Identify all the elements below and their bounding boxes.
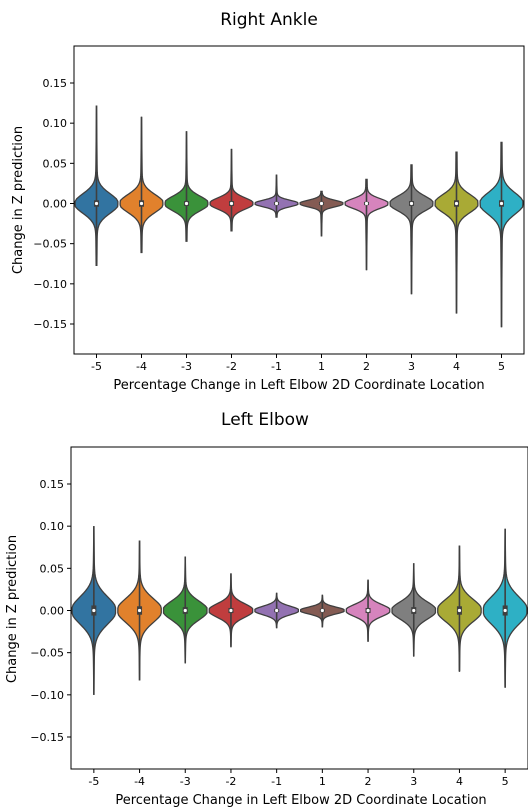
y-tick-label: 0.00 — [43, 198, 68, 211]
x-tick-label: 2 — [365, 775, 372, 788]
x-tick-label: -2 — [225, 775, 236, 788]
y-tick-label: 0.15 — [43, 77, 68, 90]
x-tick-label: 4 — [453, 360, 460, 373]
y-tick-label: 0.10 — [40, 520, 65, 533]
x-tick-label: 3 — [410, 775, 417, 788]
x-tick-label: 5 — [502, 775, 509, 788]
violin-median — [503, 608, 507, 613]
chart-title: Right Ankle — [220, 10, 318, 30]
violin-median — [320, 608, 324, 613]
x-tick-label: -1 — [271, 775, 282, 788]
y-tick-label: −0.05 — [33, 238, 67, 251]
x-tick-label: -3 — [181, 360, 192, 373]
x-tick-label: -5 — [91, 360, 102, 373]
chart-title: Left Elbow — [221, 410, 309, 430]
y-tick-label: 0.10 — [43, 117, 68, 130]
y-tick-label: −0.15 — [33, 318, 67, 331]
violin-median — [92, 608, 96, 613]
violin-median — [94, 201, 99, 206]
violin-median — [184, 201, 189, 206]
panel-right-ankle: Right Ankle Percentage Change in Left El… — [11, 10, 525, 393]
violin-median — [409, 201, 414, 206]
violin-median — [364, 201, 369, 206]
y-tick-label: −0.05 — [30, 647, 64, 660]
plot-frame — [73, 45, 525, 355]
violin-median — [499, 201, 504, 206]
x-tick-label: 5 — [498, 360, 505, 373]
x-tick-label: -3 — [180, 775, 191, 788]
x-tick-label: -1 — [271, 360, 282, 373]
y-tick-label: 0.05 — [40, 562, 65, 575]
x-tick-label: -2 — [226, 360, 237, 373]
violin-median — [454, 201, 459, 206]
x-axis-label: Percentage Change in Left Elbow 2D Coord… — [115, 793, 486, 807]
x-tick-label: 1 — [318, 360, 325, 373]
y-tick-label: −0.15 — [30, 731, 64, 744]
violin-median — [457, 608, 462, 613]
violin-median — [183, 608, 187, 613]
y-tick-label: −0.10 — [30, 689, 64, 702]
y-tick-label: 0.05 — [43, 157, 68, 170]
violin-median — [229, 608, 233, 613]
x-tick-label: 1 — [319, 775, 326, 788]
violin-median — [412, 608, 416, 613]
panel-left-elbow: Left Elbow Percentage Change in Left Elb… — [5, 410, 528, 807]
violin-median — [139, 201, 144, 206]
violin-median — [274, 201, 279, 206]
x-tick-label: -4 — [136, 360, 147, 373]
violin-median — [137, 608, 142, 613]
x-axis-label: Percentage Change in Left Elbow 2D Coord… — [113, 378, 484, 393]
x-tick-label: 3 — [408, 360, 415, 373]
y-tick-label: 0.00 — [40, 605, 65, 618]
x-tick-label: -5 — [88, 775, 99, 788]
violin-median — [319, 201, 324, 206]
x-tick-label: 2 — [363, 360, 370, 373]
violin-median — [275, 608, 279, 613]
y-axis-label: Change in Z prediction — [11, 126, 26, 274]
y-tick-label: −0.10 — [33, 278, 67, 291]
x-tick-label: -4 — [134, 775, 145, 788]
plot-frame — [70, 446, 528, 770]
violin-median — [229, 201, 234, 206]
y-tick-label: 0.15 — [40, 478, 65, 491]
y-axis-label: Change in Z prediction — [5, 535, 20, 683]
violin-median — [366, 608, 370, 613]
x-tick-label: 4 — [456, 775, 463, 788]
